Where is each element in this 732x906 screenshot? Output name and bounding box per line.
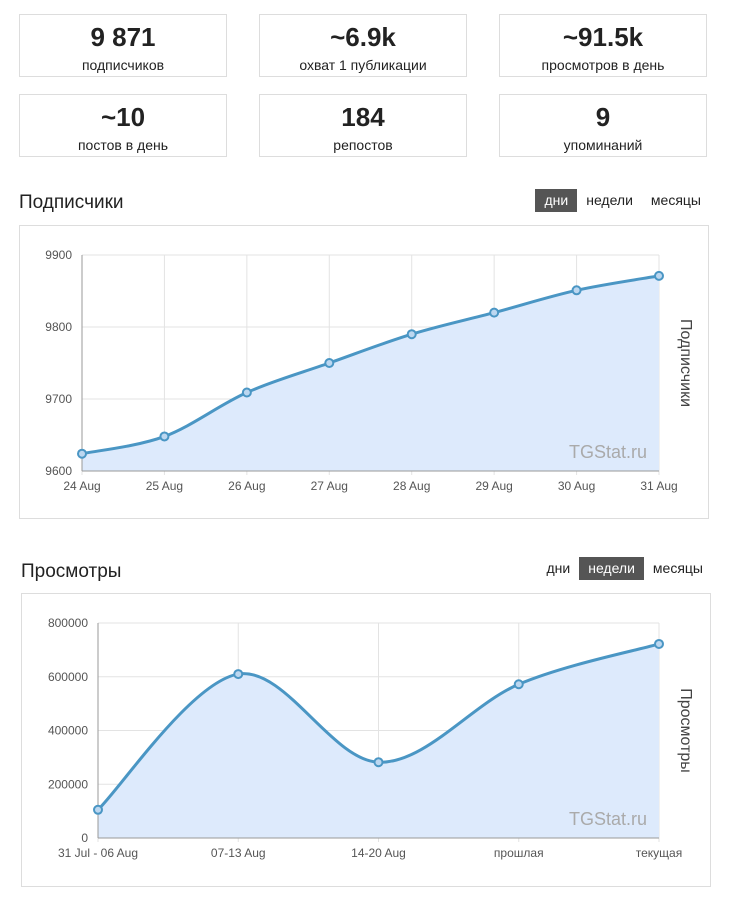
x-tick-label: 14-20 Aug — [351, 846, 406, 860]
period-toggle: дни недели месяцы — [537, 557, 712, 580]
y-axis-title: Просмотры — [677, 688, 694, 773]
period-weeks-button[interactable]: недели — [586, 192, 633, 208]
y-tick-label: 0 — [81, 831, 88, 845]
stat-value: ~91.5k — [562, 22, 644, 52]
y-tick-label: 200000 — [48, 777, 88, 791]
data-point — [489, 307, 500, 318]
stat-label: просмотров в день — [541, 57, 665, 73]
period-toggle: дни недели месяцы — [535, 189, 710, 212]
stat-value: 9 — [595, 102, 611, 132]
stat-value: ~6.9k — [330, 22, 396, 52]
x-tick-label: 27 Aug — [311, 479, 348, 493]
x-tick-label: 25 Aug — [146, 479, 183, 493]
y-tick-label: 9700 — [45, 392, 72, 406]
x-tick-label: 24 Aug — [63, 479, 100, 493]
y-tick-label: 600000 — [48, 670, 88, 684]
y-tick-label: 800000 — [48, 616, 88, 630]
data-point — [571, 285, 582, 296]
period-days-button[interactable]: дни — [535, 189, 578, 212]
subscribers-chart: 9600 9700 9800 9900 24 Aug 25 Aug 26 Aug 27 Aug… — [45, 248, 694, 493]
period-months-button[interactable]: месяцы — [650, 192, 701, 208]
y-tick-label: 400000 — [48, 724, 88, 738]
stat-daily-views: ~91.5k просмотров в день — [499, 14, 707, 77]
stat-value: 184 — [341, 102, 385, 132]
x-tick-label: 31 Aug — [640, 479, 677, 493]
stat-label: подписчиков — [81, 57, 165, 73]
watermark: TGStat.ru — [569, 442, 647, 462]
stat-reposts: 184 репостов — [259, 94, 467, 157]
stat-label: упоминаний — [563, 137, 643, 153]
data-point — [159, 431, 170, 442]
watermark: TGStat.ru — [569, 809, 647, 829]
stat-reach: ~6.9k охват 1 публикации — [259, 14, 467, 77]
stat-label: охват 1 публикации — [299, 57, 427, 73]
period-months-button[interactable]: месяцы — [652, 560, 703, 576]
views-chart-panel: 0 200000 400000 600000 800000 31 Jul - 06 Aug… — [21, 593, 711, 887]
x-tick-label: 30 Aug — [558, 479, 595, 493]
y-tick-label: 9900 — [45, 248, 72, 262]
period-weeks-button[interactable]: недели — [579, 557, 644, 580]
stat-value: 9 871 — [90, 22, 156, 52]
views-chart: 0 200000 400000 600000 800000 31 Jul - 06 Aug… — [48, 616, 694, 860]
y-tick-label: 9600 — [45, 464, 72, 478]
data-point — [373, 757, 384, 768]
x-tick-label: 28 Aug — [393, 479, 430, 493]
stat-mentions: 9 упоминаний — [499, 94, 707, 157]
data-point — [406, 329, 417, 340]
stat-label: постов в день — [77, 137, 169, 153]
y-axis-title: Подписчики — [677, 319, 694, 407]
x-tick-label: 26 Aug — [228, 479, 265, 493]
section-title: Просмотры — [21, 561, 122, 582]
series-line — [81, 274, 660, 456]
data-point — [654, 638, 664, 649]
stat-label: репостов — [333, 137, 393, 153]
x-tick-label: 31 Jul - 06 Aug — [58, 846, 138, 860]
data-point — [654, 270, 664, 281]
x-tick-label: 07-13 Aug — [211, 846, 266, 860]
y-tick-label: 9800 — [45, 320, 72, 334]
section-title: Подписчики — [19, 192, 124, 213]
data-point — [513, 679, 524, 690]
stat-subscribers: 9 871 подписчиков — [19, 14, 227, 77]
data-point — [77, 448, 87, 459]
series-area — [98, 643, 659, 838]
x-tick-label: 29 Aug — [475, 479, 512, 493]
x-tick-label: текущая — [636, 846, 682, 860]
stat-value: ~10 — [100, 102, 146, 132]
x-tick-label: прошлая — [494, 846, 544, 860]
subscribers-chart-panel: 9600 9700 9800 9900 24 Aug 25 Aug 26 Aug 27 Aug… — [19, 225, 709, 519]
data-point — [241, 387, 252, 398]
data-point — [324, 358, 335, 368]
data-point — [233, 669, 244, 680]
stat-posts: ~10 постов в день — [19, 94, 227, 157]
series-area — [82, 275, 659, 471]
data-point — [93, 804, 103, 815]
period-days-button[interactable]: дни — [546, 560, 571, 576]
